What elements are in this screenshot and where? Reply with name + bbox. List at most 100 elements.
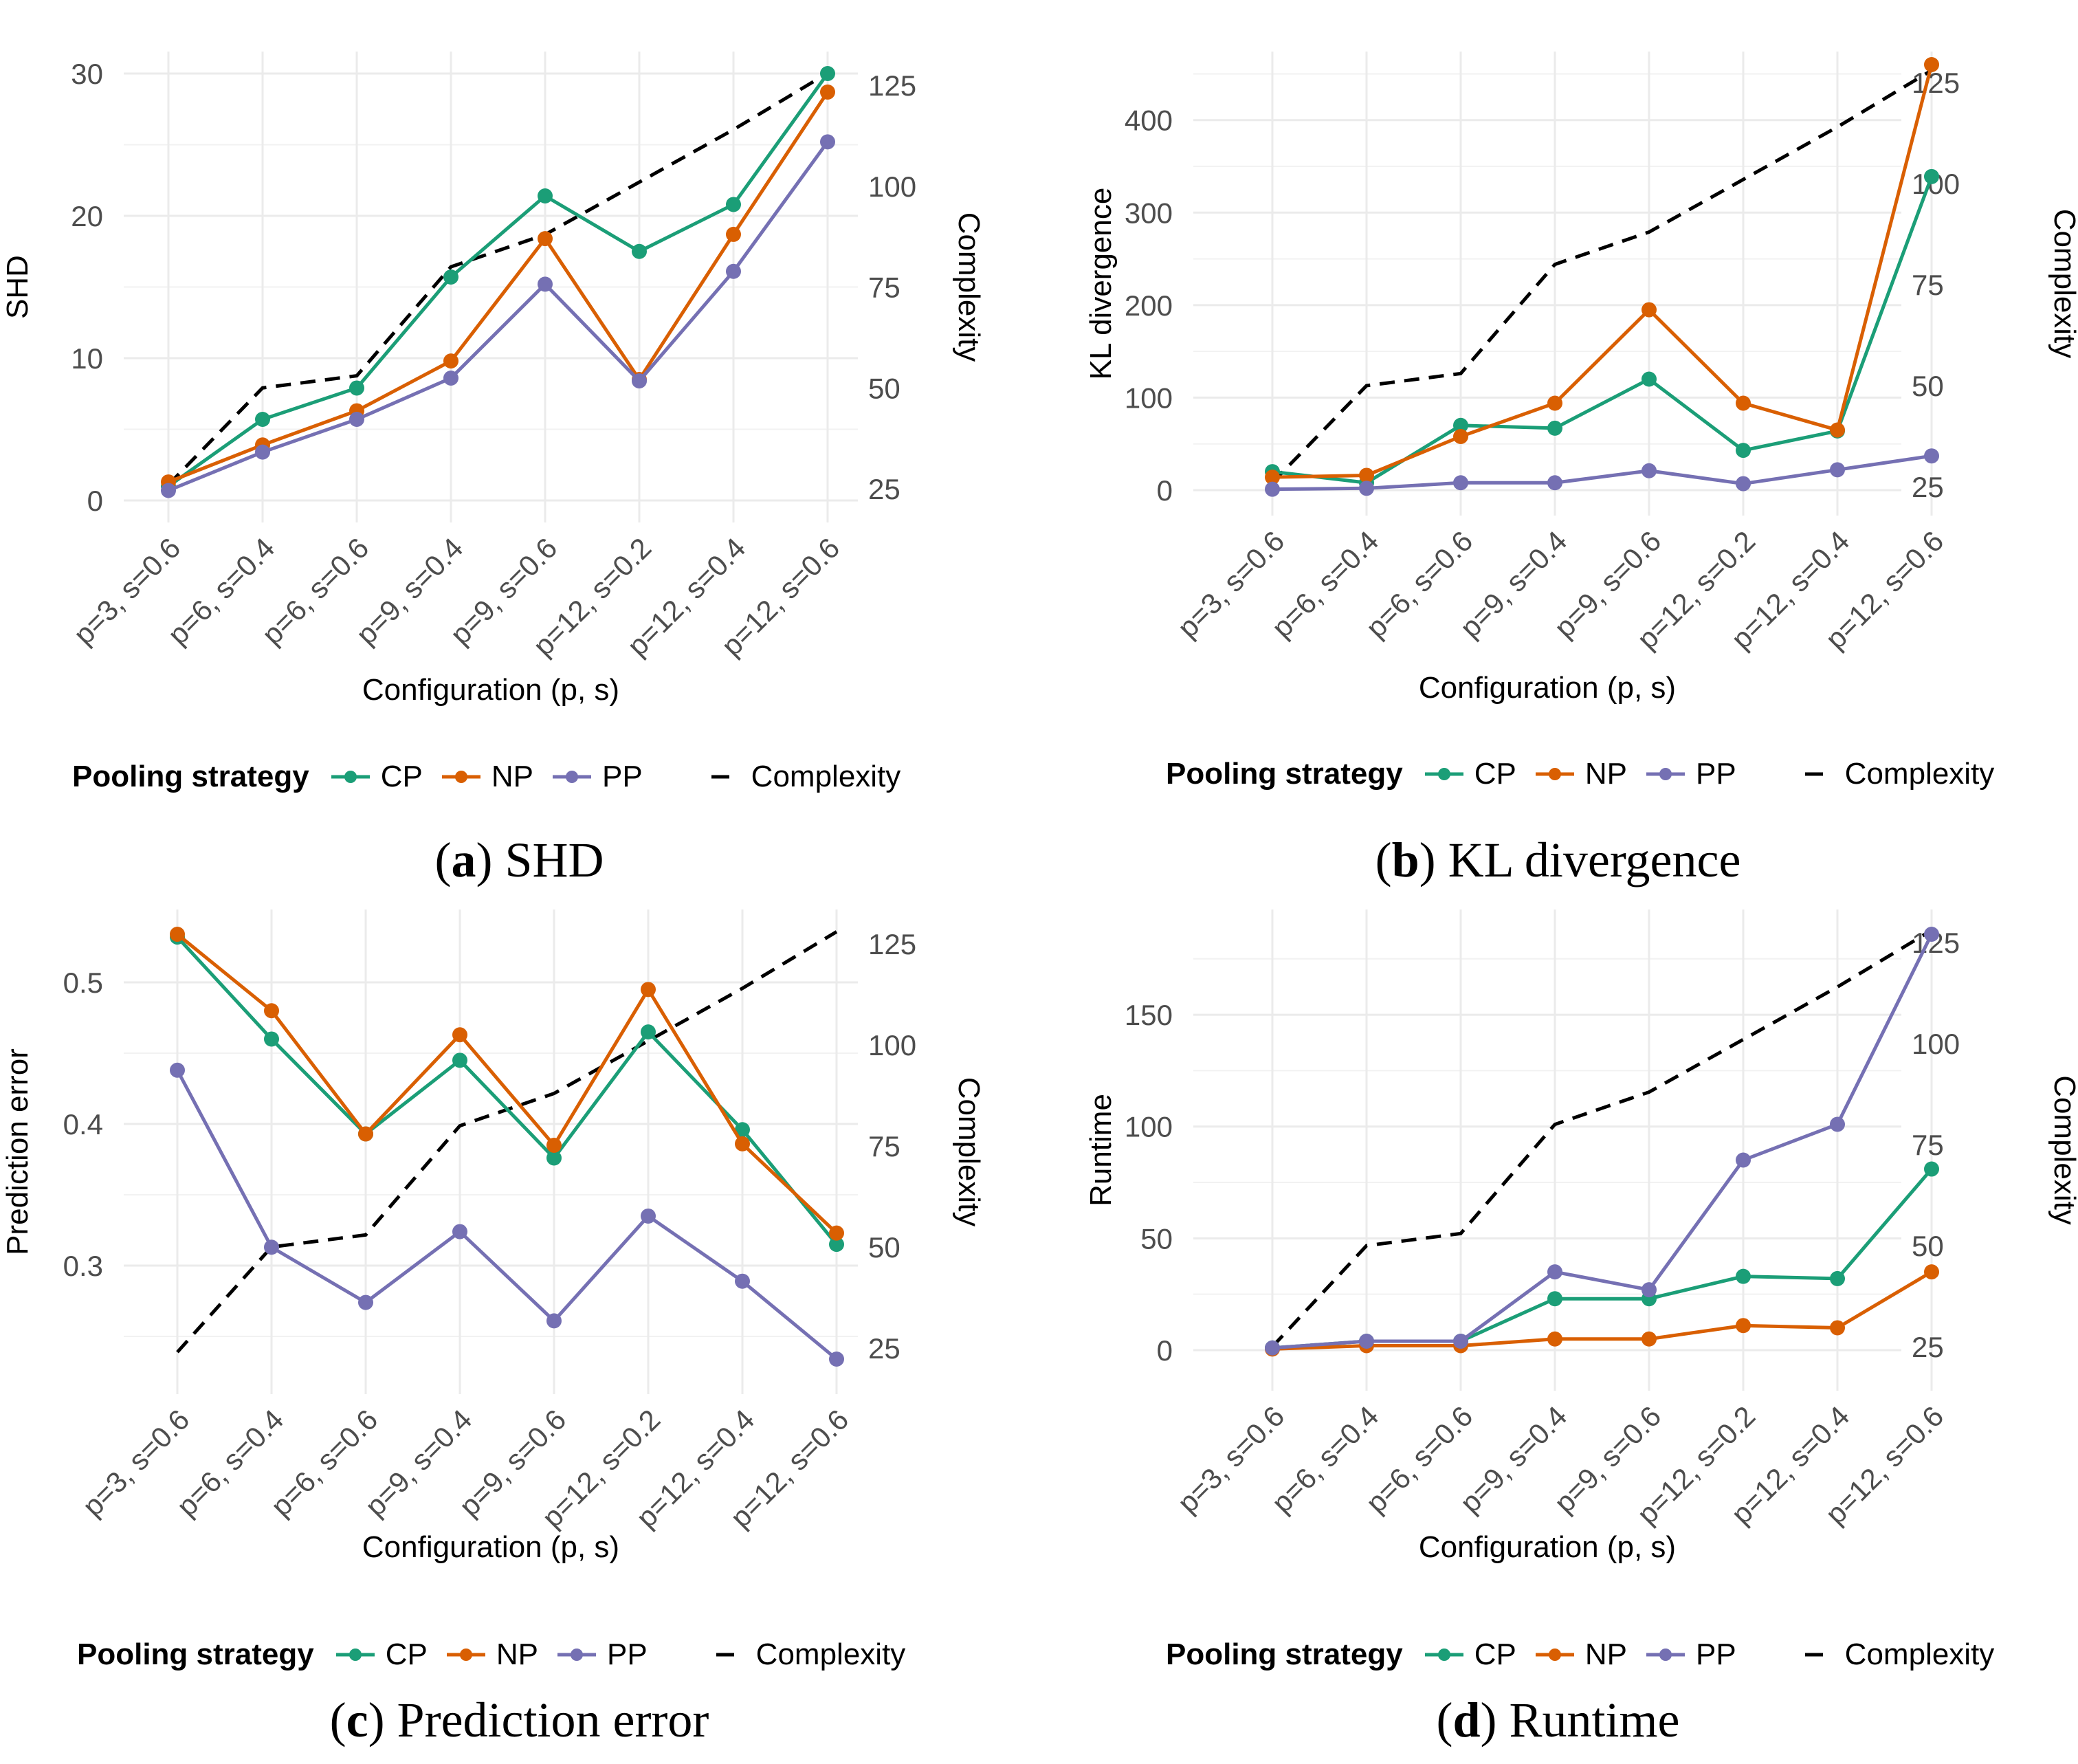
data-point-pp: [264, 1239, 279, 1255]
legend-label-complexity: Complexity: [755, 1638, 906, 1671]
legend-label-cp: CP: [1474, 757, 1516, 791]
panel-caption: (b) KL divergence: [1375, 833, 1741, 887]
data-point-cp: [1830, 1270, 1845, 1286]
y2-axis-title: Complexity: [952, 212, 986, 362]
data-point-pp: [1265, 481, 1280, 497]
y-tick-label: 20: [71, 200, 103, 232]
data-point-cp: [1924, 168, 1939, 184]
legend-title: Pooling strategy: [77, 1638, 314, 1671]
y-axis-title: KL divergence: [1084, 188, 1118, 380]
y2-axis-title: Complexity: [2048, 209, 2077, 359]
data-point-pp: [1453, 1333, 1468, 1349]
data-point-cp: [820, 66, 835, 81]
data-point-pp: [1924, 448, 1939, 464]
chart-panel-runtime: 0 50 100 150 25 50 75 100 125 p=3, s=0.6 p=6, s=0.…: [1039, 882, 2077, 1764]
y-tick-label: 50: [1140, 1222, 1173, 1255]
legend-item-pp: PP: [556, 1638, 648, 1672]
data-point-np: [1547, 395, 1562, 411]
y2-tick-label: 50: [868, 372, 900, 404]
legend-label-complexity: Complexity: [751, 760, 901, 793]
legend: Pooling strategy CP NP PP Complexity: [1166, 1634, 1994, 1675]
y-axis-title: SHD: [1, 255, 34, 319]
legend-item-cp: CP: [1424, 1638, 1516, 1672]
x-axis-title: Configuration (p, s): [362, 1530, 619, 1564]
y-tick-label: 0: [1157, 474, 1173, 507]
y-tick-label: 100: [1125, 1111, 1173, 1143]
data-point-pp: [726, 263, 741, 279]
data-point-pp: [358, 1294, 373, 1310]
legend-label-np: NP: [496, 1638, 538, 1671]
legend-label-cp: CP: [385, 1638, 428, 1671]
chart-panel-shd: 0 10 20 30 25 50 75 100 125 p=3, s=0.6 p=6, s=0.4 p…: [0, 0, 1039, 887]
series-line-np: [1272, 1270, 1933, 1351]
data-point-pp: [1736, 1152, 1751, 1168]
data-point-np: [1736, 395, 1751, 411]
series-line-pp: [1272, 454, 1932, 492]
data-point-cp: [632, 243, 647, 259]
data-point-np: [1830, 1320, 1845, 1336]
data-point-cp: [1642, 371, 1657, 387]
y-tick-label: 10: [71, 342, 103, 375]
legend-label-cp: CP: [1474, 1638, 1516, 1671]
data-point-np: [1736, 1318, 1751, 1334]
data-point-pp: [641, 1208, 656, 1224]
legend-label-pp: PP: [606, 1638, 648, 1671]
caption-text: Prediction error: [397, 1693, 709, 1748]
legend-item-cp: CP: [1424, 757, 1516, 791]
y2-tick-label: 75: [868, 272, 900, 304]
data-point-np: [641, 982, 656, 997]
data-point-np: [538, 231, 553, 247]
y2-tick-label: 75: [868, 1130, 900, 1162]
y-tick-label: 0.5: [63, 967, 103, 999]
data-point-pp: [1547, 1264, 1562, 1280]
caption-letter: a: [451, 833, 476, 887]
y2-tick-label: 100: [1912, 1028, 1960, 1060]
data-point-np: [170, 927, 185, 942]
data-point-cp: [1547, 420, 1562, 436]
data-point-np: [358, 1126, 373, 1142]
series-line-pp: [168, 140, 830, 492]
series-line-pp: [1272, 933, 1934, 1350]
y-tick-label: 0: [87, 485, 103, 517]
legend-item-complexity: Complexity: [1804, 1638, 1994, 1672]
y-tick-label: 400: [1125, 104, 1173, 137]
data-point-np: [829, 1225, 844, 1241]
legend-label-np: NP: [1584, 757, 1627, 791]
y-tick-label: 0.4: [63, 1108, 103, 1140]
legend-item-np: NP: [441, 760, 533, 794]
data-point-cp: [1736, 443, 1751, 459]
data-point-np: [1547, 1331, 1562, 1347]
series-line-np: [176, 933, 838, 1235]
data-point-pp: [161, 483, 176, 498]
data-point-pp: [170, 1062, 185, 1078]
y2-tick-label: 100: [868, 1029, 916, 1061]
data-point-pp: [1265, 1340, 1280, 1356]
y2-tick-label: 75: [1912, 1129, 1944, 1161]
caption-letter: d: [1452, 1693, 1481, 1748]
chart-panel-kl-divergence: 0 100 200 300 400 25 50 75 100 125 p=3, s=0.6 p=6, …: [1039, 0, 2077, 887]
legend-item-complexity: Complexity: [710, 760, 901, 794]
legend-title: Pooling strategy: [1166, 1638, 1403, 1671]
legend-label-np: NP: [491, 760, 533, 793]
data-point-pp: [1453, 475, 1468, 491]
data-point-pp: [546, 1313, 562, 1329]
data-point-pp: [1359, 481, 1374, 496]
legend-label-cp: CP: [380, 760, 423, 793]
y2-tick-label: 125: [868, 928, 916, 960]
panel-caption: (a) SHD: [434, 833, 604, 887]
data-point-pp: [538, 276, 553, 292]
legend-item-complexity: Complexity: [715, 1638, 906, 1672]
legend-item-np: NP: [1534, 757, 1627, 791]
series-line-cp: [167, 72, 830, 488]
data-point-pp: [632, 373, 647, 389]
y2-tick-label: 50: [868, 1231, 900, 1264]
legend-title: Pooling strategy: [72, 760, 309, 793]
y-tick-label: 100: [1125, 382, 1173, 414]
data-point-pp: [1924, 927, 1939, 942]
x-axis-title: Configuration (p, s): [362, 673, 619, 707]
y-tick-label: 150: [1125, 999, 1173, 1031]
data-point-np: [1924, 57, 1939, 72]
